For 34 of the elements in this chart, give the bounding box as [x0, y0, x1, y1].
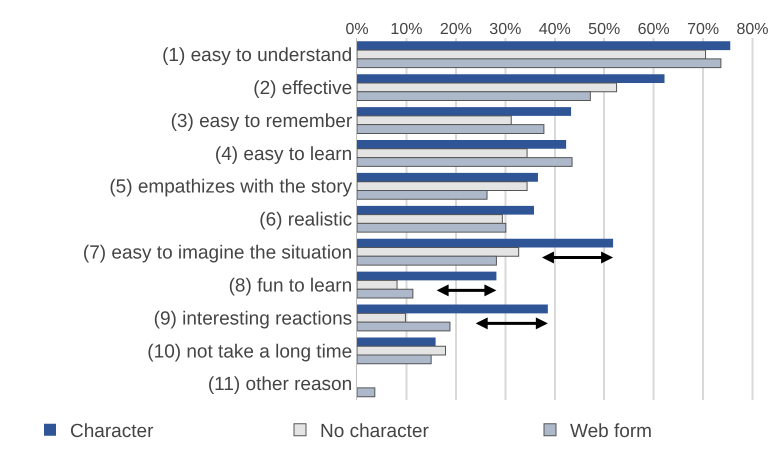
y-tick-label: (5) empathizes with the story: [109, 176, 353, 198]
y-tick-label: (1) easy to understand: [162, 45, 352, 66]
y-tick-label: (3) easy to remember: [170, 110, 353, 132]
x-tick-label: 50%: [588, 20, 620, 38]
y-tick-label: (11) other reason: [208, 374, 352, 396]
x-tick-label: 80%: [736, 20, 769, 38]
x-tick-label: 60%: [638, 20, 670, 38]
x-tick-label: 40%: [538, 20, 571, 38]
bar: [357, 107, 572, 116]
y-tick-label: (9) interesting reactions: [154, 308, 352, 330]
bar: [357, 272, 496, 280]
y-tick-label: (10) not take a long time: [147, 341, 352, 362]
x-tick-label: 70%: [687, 20, 720, 38]
y-tick-label: (6) realistic: [259, 210, 352, 231]
x-tick-label: 10%: [390, 20, 422, 38]
bar: [357, 304, 548, 314]
y-tick-label: (8) fun to learn: [228, 275, 352, 296]
bar: [357, 140, 566, 149]
bar: [357, 387, 376, 398]
bar: [357, 172, 538, 182]
bar: [357, 238, 614, 248]
x-tick-label: 0%: [345, 20, 369, 38]
legend-label: No character: [320, 421, 430, 442]
x-tick-label: 30%: [489, 20, 522, 38]
y-tick-label: (7) easy to imagine the situation: [82, 242, 352, 264]
bar: [357, 41, 730, 50]
y-tick-label: (2) effective: [253, 78, 352, 100]
bar: [357, 74, 665, 83]
y-tick-label: (4) easy to learn: [214, 144, 352, 165]
x-tick-label: 20%: [440, 20, 472, 38]
bar: [357, 206, 534, 215]
bar: [357, 337, 436, 346]
legend-label: Character: [70, 421, 154, 442]
legend-label: Web form: [570, 421, 652, 442]
